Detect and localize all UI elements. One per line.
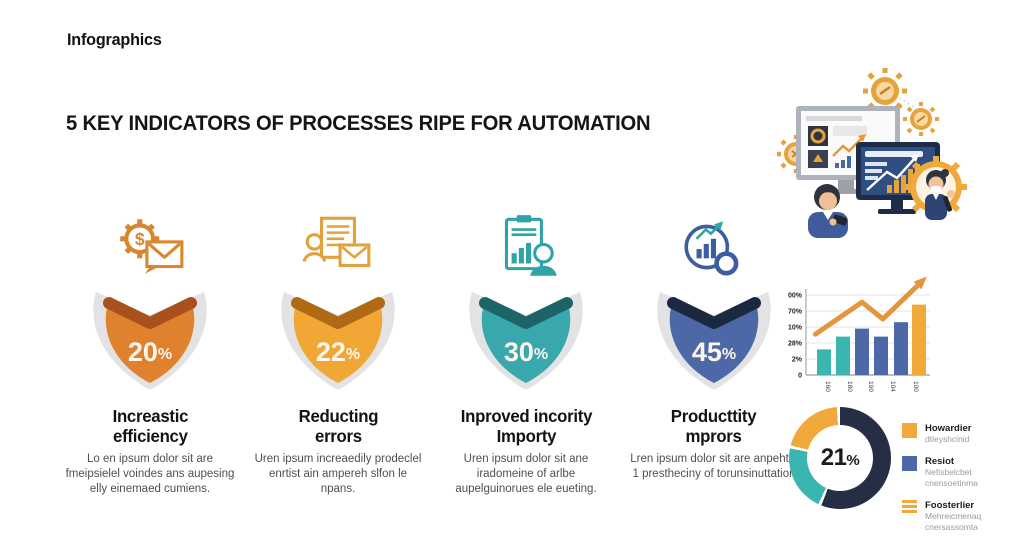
indicator-title: Increastic efficiency — [112, 406, 188, 446]
donut-chart: 21% — [789, 407, 891, 509]
svg-text:45%: 45% — [692, 337, 736, 367]
trend-bar-chart: 0 2% 28% 10% 70% 00% 160 180 190 104 100 — [778, 260, 1023, 405]
svg-text:00%: 00% — [788, 293, 803, 300]
indicator-card-efficiency: $ 20% Increastic efficiency Lo en ipsum … — [56, 196, 244, 496]
svg-text:180: 180 — [846, 381, 853, 392]
shield-badge: 30% — [469, 292, 583, 390]
donut-chart-block: 21% Howardier dtleyshcinid Resiot Nefisb… — [789, 407, 1024, 547]
svg-text:70%: 70% — [788, 309, 803, 316]
brand-label: Infographics — [67, 30, 162, 49]
shield-badge: 20% — [93, 292, 207, 390]
shield-badge: 45% — [657, 292, 771, 390]
legend-text: Howardier dtleyshcinid — [925, 423, 972, 445]
donut-legend: Howardier dtleyshcinid Resiot Nefisbelcb… — [902, 423, 1022, 543]
indicator-description: Uren ipsum increaedily prodeclel enrtist… — [254, 453, 422, 495]
svg-text:22%: 22% — [316, 337, 360, 367]
donut-hole: 21% — [807, 425, 873, 491]
legend-text: Resiot Nefisbelcbet cnensoetinma — [925, 456, 978, 489]
legend-item: Howardier dtleyshcinid — [902, 423, 1022, 445]
indicator-description: Lren ipsum dolor sit are anpehtel 1 pres… — [630, 453, 798, 480]
indicator-description: Lo en ipsum dolor sit are fmeipsielel vo… — [65, 453, 235, 495]
svg-text:$: $ — [135, 229, 145, 249]
chart-magnifier-icon — [677, 196, 751, 278]
gear-dollar-envelope-icon: $ — [113, 196, 187, 278]
legend-text: Foosterlier Mehreicmenaq cnersassomta — [925, 499, 982, 532]
shield-badge: 22% — [281, 292, 395, 390]
indicator-description: Uren ipsum dolor sit ane iradomeine of a… — [455, 453, 597, 495]
person-document-envelope-icon — [301, 196, 375, 278]
legend-swatch — [902, 499, 917, 515]
page-title: 5 KEY INDICATORS OF PROCESSES RIPE FOR A… — [66, 111, 651, 135]
automation-illustration — [775, 66, 1020, 238]
svg-text:160: 160 — [824, 381, 831, 392]
legend-item: Foosterlier Mehreicmenaq cnersassomta — [902, 499, 1022, 533]
indicator-card-errors: 22% Reducting errors Uren ipsum increaed… — [244, 196, 432, 496]
svg-text:10%: 10% — [788, 325, 803, 332]
svg-text:2%: 2% — [792, 357, 803, 364]
indicator-title: Inproved incority Importy — [460, 406, 592, 446]
svg-text:104: 104 — [889, 381, 896, 392]
svg-text:190: 190 — [867, 381, 874, 392]
legend-swatch — [902, 423, 917, 438]
donut-center-label: 21% — [820, 444, 860, 471]
woman-figure — [808, 184, 848, 238]
svg-text:28%: 28% — [788, 341, 803, 348]
clipboard-chart-person-icon — [489, 196, 563, 278]
indicators-row: $ 20% Increastic efficiency Lo en ipsum … — [56, 196, 808, 496]
gear-icon — [863, 68, 907, 114]
indicator-card-productivity: 45% Producttity mprors Lren ipsum dolor … — [620, 196, 808, 496]
legend-swatch — [902, 456, 917, 472]
svg-text:0: 0 — [798, 373, 802, 380]
svg-text:30%: 30% — [504, 337, 548, 367]
svg-text:20%: 20% — [128, 337, 172, 367]
gear-icon — [903, 102, 939, 136]
indicator-title: Reducting errors — [298, 406, 378, 446]
indicator-title: Producttity mprors — [671, 406, 757, 446]
svg-text:100: 100 — [912, 381, 919, 392]
analyst-figure — [905, 156, 967, 220]
legend-item: Resiot Nefisbelcbet cnensoetinma — [902, 456, 1022, 489]
indicator-card-incority: 30% Inproved incority Importy Uren ipsum… — [432, 196, 620, 496]
